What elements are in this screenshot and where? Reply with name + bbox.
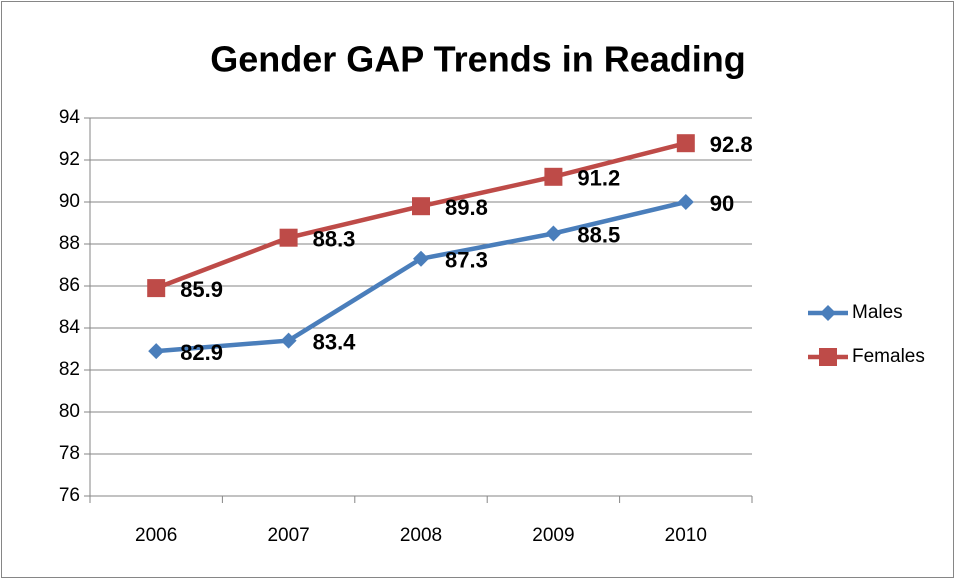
x-tick-label: 2007 [267, 525, 309, 546]
legend-label: Males [852, 302, 903, 323]
y-tick-label: 80 [59, 401, 80, 422]
y-tick-label: 78 [59, 443, 80, 464]
y-tick-label: 84 [59, 317, 81, 338]
legend-marker [820, 305, 836, 321]
y-tick-label: 92 [59, 149, 80, 170]
data-point [545, 225, 562, 242]
data-label: 89.8 [445, 195, 488, 220]
x-tick-label: 2006 [135, 525, 177, 546]
chart-title: Gender GAP Trends in Reading [210, 39, 745, 80]
y-tick-label: 90 [59, 191, 80, 212]
data-label: 92.8 [710, 132, 753, 157]
data-label: 87.3 [445, 248, 488, 273]
x-tick-label: 2010 [665, 525, 707, 546]
data-label: 91.2 [577, 166, 620, 191]
data-label: 85.9 [180, 277, 223, 302]
data-label: 88.5 [577, 222, 620, 247]
data-point [148, 343, 165, 360]
x-tick-label: 2008 [400, 525, 442, 546]
y-tick-label: 82 [59, 359, 80, 380]
data-point [280, 332, 297, 349]
y-tick-label: 76 [59, 485, 80, 506]
data-label: 82.9 [180, 340, 223, 365]
y-tick-label: 94 [59, 107, 81, 128]
data-point [413, 250, 429, 267]
data-point [676, 134, 695, 153]
y-tick-label: 88 [59, 233, 80, 254]
data-point [147, 279, 166, 298]
legend-marker [819, 348, 837, 366]
data-label: 88.3 [313, 227, 356, 252]
data-point [279, 228, 298, 247]
data-label: 83.4 [313, 329, 357, 354]
data-label: 90 [710, 191, 734, 216]
x-tick-label: 2009 [532, 525, 574, 546]
data-point [677, 194, 694, 210]
y-tick-label: 86 [59, 275, 80, 296]
legend-label: Females [852, 346, 925, 367]
data-point [412, 197, 430, 216]
data-point [544, 167, 563, 186]
